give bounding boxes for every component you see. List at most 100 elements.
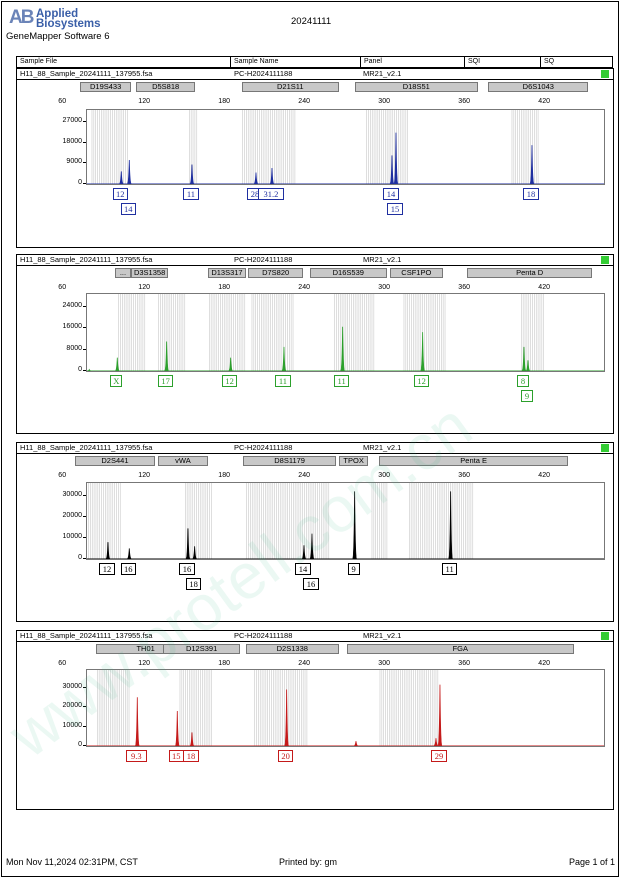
trace-peak[interactable] (281, 346, 287, 371)
trace-peak[interactable] (105, 542, 111, 559)
allele-call-label[interactable]: 16 (303, 578, 319, 590)
electropherogram-plot[interactable] (86, 293, 605, 372)
marker-bin-bar[interactable]: Penta D (466, 268, 593, 278)
electropherogram-plot[interactable] (86, 109, 605, 185)
allele-call-label[interactable]: 9 (347, 563, 360, 575)
allele-call-label[interactable]: 16 (120, 563, 136, 575)
page-number: Page 1 of 1 (568, 857, 615, 867)
marker-bin-bar[interactable]: D5S818 (136, 82, 195, 92)
trace-peak[interactable] (174, 710, 180, 746)
panel-sample-file: H11_88_Sample_20241111_137955.fsa (20, 255, 153, 264)
trace-peak[interactable] (448, 491, 454, 559)
report-date: 20241111 (291, 16, 332, 27)
trace-peak[interactable] (352, 491, 358, 559)
trace-peak[interactable] (164, 341, 170, 371)
panel-sample-name: PC-H2024111188 (234, 69, 293, 78)
allele-call-label[interactable]: 18 (183, 750, 199, 762)
marker-bin-bar[interactable]: D16S539 (309, 268, 387, 278)
y-axis-tick-label: 10000 (62, 532, 82, 540)
marker-bin-bar[interactable]: FGA (346, 644, 574, 654)
marker-bin-bar[interactable]: ... (114, 268, 131, 278)
trace-peak[interactable] (126, 548, 132, 559)
trace-peak[interactable] (114, 357, 120, 371)
marker-bin-bar[interactable]: D2S1338 (245, 644, 339, 654)
trace-peak[interactable] (437, 684, 443, 746)
marker-bin-bar[interactable]: D8S1179 (242, 456, 337, 466)
trace-peak[interactable] (134, 697, 140, 746)
y-axis-tick-label: 20000 (62, 702, 82, 710)
allele-call-label[interactable]: 8 (516, 375, 529, 387)
allele-call-label[interactable]: 11 (441, 563, 458, 575)
trace-peak[interactable] (521, 346, 527, 371)
allele-call-label[interactable]: 12 (99, 563, 115, 575)
trace-peak[interactable] (189, 732, 195, 746)
allele-call-label[interactable]: 12 (221, 375, 238, 387)
marker-bin-bar[interactable]: vWA (157, 456, 209, 466)
allele-call-label[interactable]: 17 (157, 375, 174, 387)
panel-sample-header: H11_88_Sample_20241111_137955.fsa PC-H202… (17, 255, 613, 266)
allele-call-label[interactable]: 14 (295, 563, 311, 575)
trace-peak[interactable] (529, 145, 535, 184)
trace-peak[interactable] (87, 368, 92, 371)
allele-call-label[interactable]: 11 (333, 375, 350, 387)
y-axis-tick (83, 494, 86, 496)
trace-peak[interactable] (525, 360, 531, 371)
trace-peak[interactable] (253, 172, 259, 184)
trace-peak[interactable] (269, 167, 275, 184)
trace-peak[interactable] (126, 159, 132, 184)
allele-call-label[interactable]: 12 (112, 188, 128, 200)
marker-bin-bar[interactable]: D7S820 (248, 268, 303, 278)
allele-call-label[interactable]: 11 (183, 188, 199, 200)
trace-peak[interactable] (433, 738, 439, 746)
marker-bin-bar[interactable]: D19S433 (80, 82, 131, 92)
x-axis-tick-label: 60 (58, 660, 67, 667)
allele-call-label[interactable]: 18 (185, 578, 202, 590)
allele-call-label[interactable]: 11 (275, 375, 291, 387)
trace-peak[interactable] (420, 332, 426, 371)
allele-call-label[interactable]: 15 (387, 203, 403, 215)
marker-bin-bar[interactable]: CSF1PO (389, 268, 443, 278)
sizing-quality-flag (601, 444, 609, 452)
allele-call-label[interactable]: 9.3 (126, 750, 147, 762)
trace-peak[interactable] (389, 155, 395, 184)
allele-call-label[interactable]: 14 (383, 188, 399, 200)
trace-peak[interactable] (192, 546, 198, 559)
logo-text-line2: Biosystems (36, 18, 101, 30)
allele-call-label[interactable]: 15 (168, 750, 184, 762)
y-axis-tick (83, 327, 86, 329)
marker-bin-bar[interactable]: D2S441 (74, 456, 155, 466)
y-axis-tick-label: 18000 (62, 137, 82, 145)
marker-bin-bar[interactable]: D3S1358 (130, 268, 169, 278)
marker-bin-bar[interactable]: D12S391 (162, 644, 241, 654)
trace-peak[interactable] (393, 132, 399, 184)
allele-call-label[interactable]: 20 (277, 750, 294, 762)
allele-call-label[interactable]: 12 (413, 375, 430, 387)
marker-bin-bar[interactable]: D21S11 (241, 82, 339, 92)
trace-peak[interactable] (301, 545, 307, 559)
trace-peak[interactable] (309, 533, 315, 559)
marker-bin-bar[interactable]: D6S1043 (488, 82, 589, 92)
trace-peak[interactable] (353, 741, 359, 746)
electropherogram-plot[interactable] (86, 482, 605, 560)
allele-call-label[interactable]: 16 (179, 563, 195, 575)
trace-peak[interactable] (228, 357, 234, 371)
electropherogram-plot[interactable] (86, 669, 605, 747)
trace-peak[interactable] (118, 171, 124, 184)
allele-call-label[interactable]: 29 (431, 750, 447, 762)
y-axis-tick-label: 0 (78, 366, 82, 373)
allele-call-label[interactable]: 9 (520, 390, 533, 402)
marker-bin-bar[interactable]: TPOX (338, 456, 369, 466)
allele-call-label[interactable]: 31.2 (258, 188, 284, 200)
column-panel: Panel (360, 57, 464, 67)
allele-call-label[interactable]: X (110, 375, 123, 387)
trace-peak[interactable] (189, 164, 195, 184)
print-timestamp: Mon Nov 11,2024 02:31PM, CST (6, 857, 138, 867)
allele-call-label[interactable]: 14 (120, 203, 136, 215)
trace-peak[interactable] (185, 528, 191, 559)
marker-bin-bar[interactable]: D13S317 (208, 268, 246, 278)
marker-bin-bar[interactable]: D18S51 (354, 82, 478, 92)
trace-peak[interactable] (340, 326, 346, 371)
allele-call-label[interactable]: 18 (523, 188, 539, 200)
marker-bin-bar[interactable]: Penta E (378, 456, 569, 466)
trace-peak[interactable] (284, 689, 290, 746)
